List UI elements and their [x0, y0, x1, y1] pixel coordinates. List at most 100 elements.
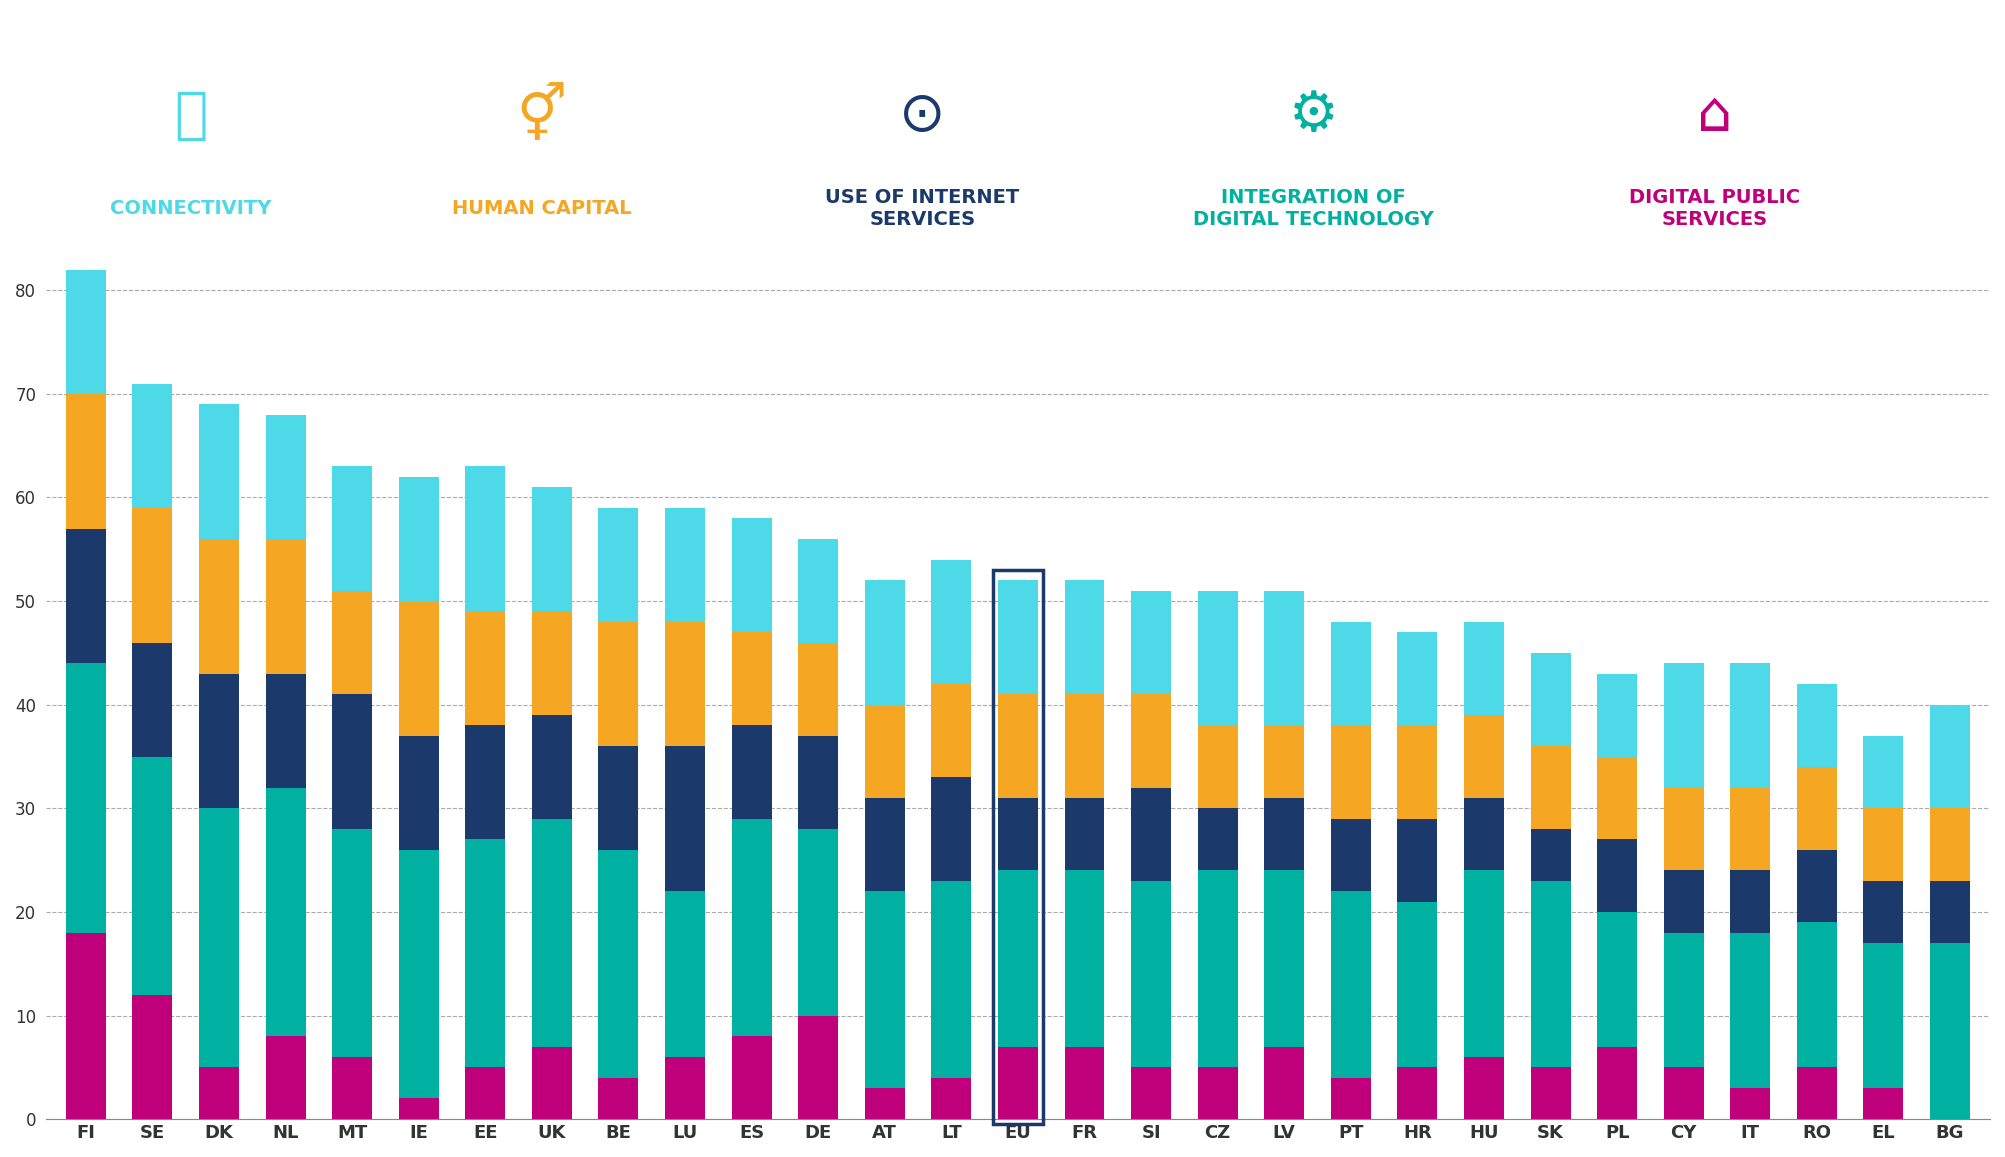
Bar	[1397, 901, 1438, 1068]
Bar	[732, 725, 772, 819]
Bar	[798, 830, 838, 1016]
Bar	[1331, 819, 1371, 891]
Bar	[1331, 1077, 1371, 1119]
Bar	[798, 642, 838, 736]
Bar	[998, 581, 1039, 694]
Bar	[531, 1047, 571, 1119]
Bar	[932, 560, 970, 684]
Bar	[265, 788, 305, 1037]
Bar	[1131, 880, 1171, 1068]
Text: HUMAN CAPITAL: HUMAN CAPITAL	[451, 199, 632, 218]
Bar	[1730, 663, 1770, 788]
Bar	[531, 487, 571, 611]
Bar	[1863, 809, 1903, 880]
Bar	[1265, 1047, 1303, 1119]
Bar	[1065, 1047, 1105, 1119]
Bar	[1796, 849, 1837, 922]
Bar	[1065, 870, 1105, 1047]
Bar	[666, 891, 706, 1057]
Bar	[1197, 1068, 1237, 1119]
Bar	[864, 705, 904, 798]
Bar	[798, 1016, 838, 1119]
Bar	[1131, 788, 1171, 880]
Text: ⊙: ⊙	[898, 89, 946, 142]
Bar	[531, 715, 571, 819]
Bar	[1598, 673, 1638, 757]
Bar	[265, 673, 305, 788]
Bar	[132, 995, 172, 1119]
Bar	[1131, 591, 1171, 694]
Bar	[66, 529, 106, 663]
Text: ⚙: ⚙	[1289, 89, 1337, 142]
Text: USE OF INTERNET
SERVICES: USE OF INTERNET SERVICES	[826, 187, 1019, 229]
Bar	[1131, 694, 1171, 788]
Bar	[531, 611, 571, 715]
Bar	[1863, 736, 1903, 809]
Bar	[1464, 1057, 1504, 1119]
Bar	[998, 694, 1039, 798]
Bar	[666, 621, 706, 746]
Bar	[1931, 880, 1971, 943]
Bar	[1863, 1088, 1903, 1119]
Bar	[1131, 1068, 1171, 1119]
Bar	[333, 694, 373, 830]
Bar	[932, 684, 970, 778]
Bar	[132, 642, 172, 757]
Bar	[1530, 830, 1570, 880]
Bar	[1730, 870, 1770, 933]
Bar	[1598, 1047, 1638, 1119]
Bar	[932, 778, 970, 880]
Bar	[333, 1057, 373, 1119]
Bar	[1530, 653, 1570, 746]
Bar	[132, 383, 172, 508]
Bar	[1664, 933, 1704, 1068]
Bar	[399, 736, 439, 849]
Bar	[1197, 870, 1237, 1068]
Bar	[864, 581, 904, 705]
Bar	[597, 746, 638, 849]
Bar	[1796, 684, 1837, 767]
Text: ⌖: ⌖	[174, 89, 207, 142]
Bar	[333, 466, 373, 591]
Bar	[531, 819, 571, 1047]
Bar	[597, 849, 638, 1077]
Bar	[265, 1037, 305, 1119]
Bar	[465, 1068, 505, 1119]
Bar	[465, 725, 505, 839]
Bar	[132, 508, 172, 642]
Bar	[1730, 788, 1770, 870]
Bar	[932, 1077, 970, 1119]
Bar	[465, 839, 505, 1068]
Text: DIGITAL PUBLIC
SERVICES: DIGITAL PUBLIC SERVICES	[1628, 187, 1800, 229]
Bar	[1664, 788, 1704, 870]
Bar	[1464, 870, 1504, 1057]
Bar	[732, 819, 772, 1037]
Bar	[798, 539, 838, 642]
Bar	[66, 933, 106, 1119]
Bar	[1464, 798, 1504, 870]
Bar	[198, 673, 239, 809]
Text: CONNECTIVITY: CONNECTIVITY	[110, 199, 271, 218]
Bar	[265, 414, 305, 539]
Bar	[399, 602, 439, 736]
Bar	[1530, 746, 1570, 830]
Bar	[1265, 591, 1303, 725]
Bar	[198, 809, 239, 1068]
Bar	[1397, 632, 1438, 725]
Bar	[864, 798, 904, 891]
Bar	[465, 611, 505, 725]
Bar	[932, 880, 970, 1077]
Bar	[1265, 725, 1303, 798]
Bar	[597, 508, 638, 621]
Bar	[1730, 933, 1770, 1088]
Bar	[1397, 819, 1438, 901]
Bar	[399, 477, 439, 602]
Bar	[1796, 1068, 1837, 1119]
Bar	[1931, 809, 1971, 880]
Bar	[66, 663, 106, 933]
Bar	[1730, 1088, 1770, 1119]
Bar	[798, 736, 838, 830]
Bar	[597, 621, 638, 746]
Bar	[198, 539, 239, 673]
Bar	[66, 259, 106, 393]
